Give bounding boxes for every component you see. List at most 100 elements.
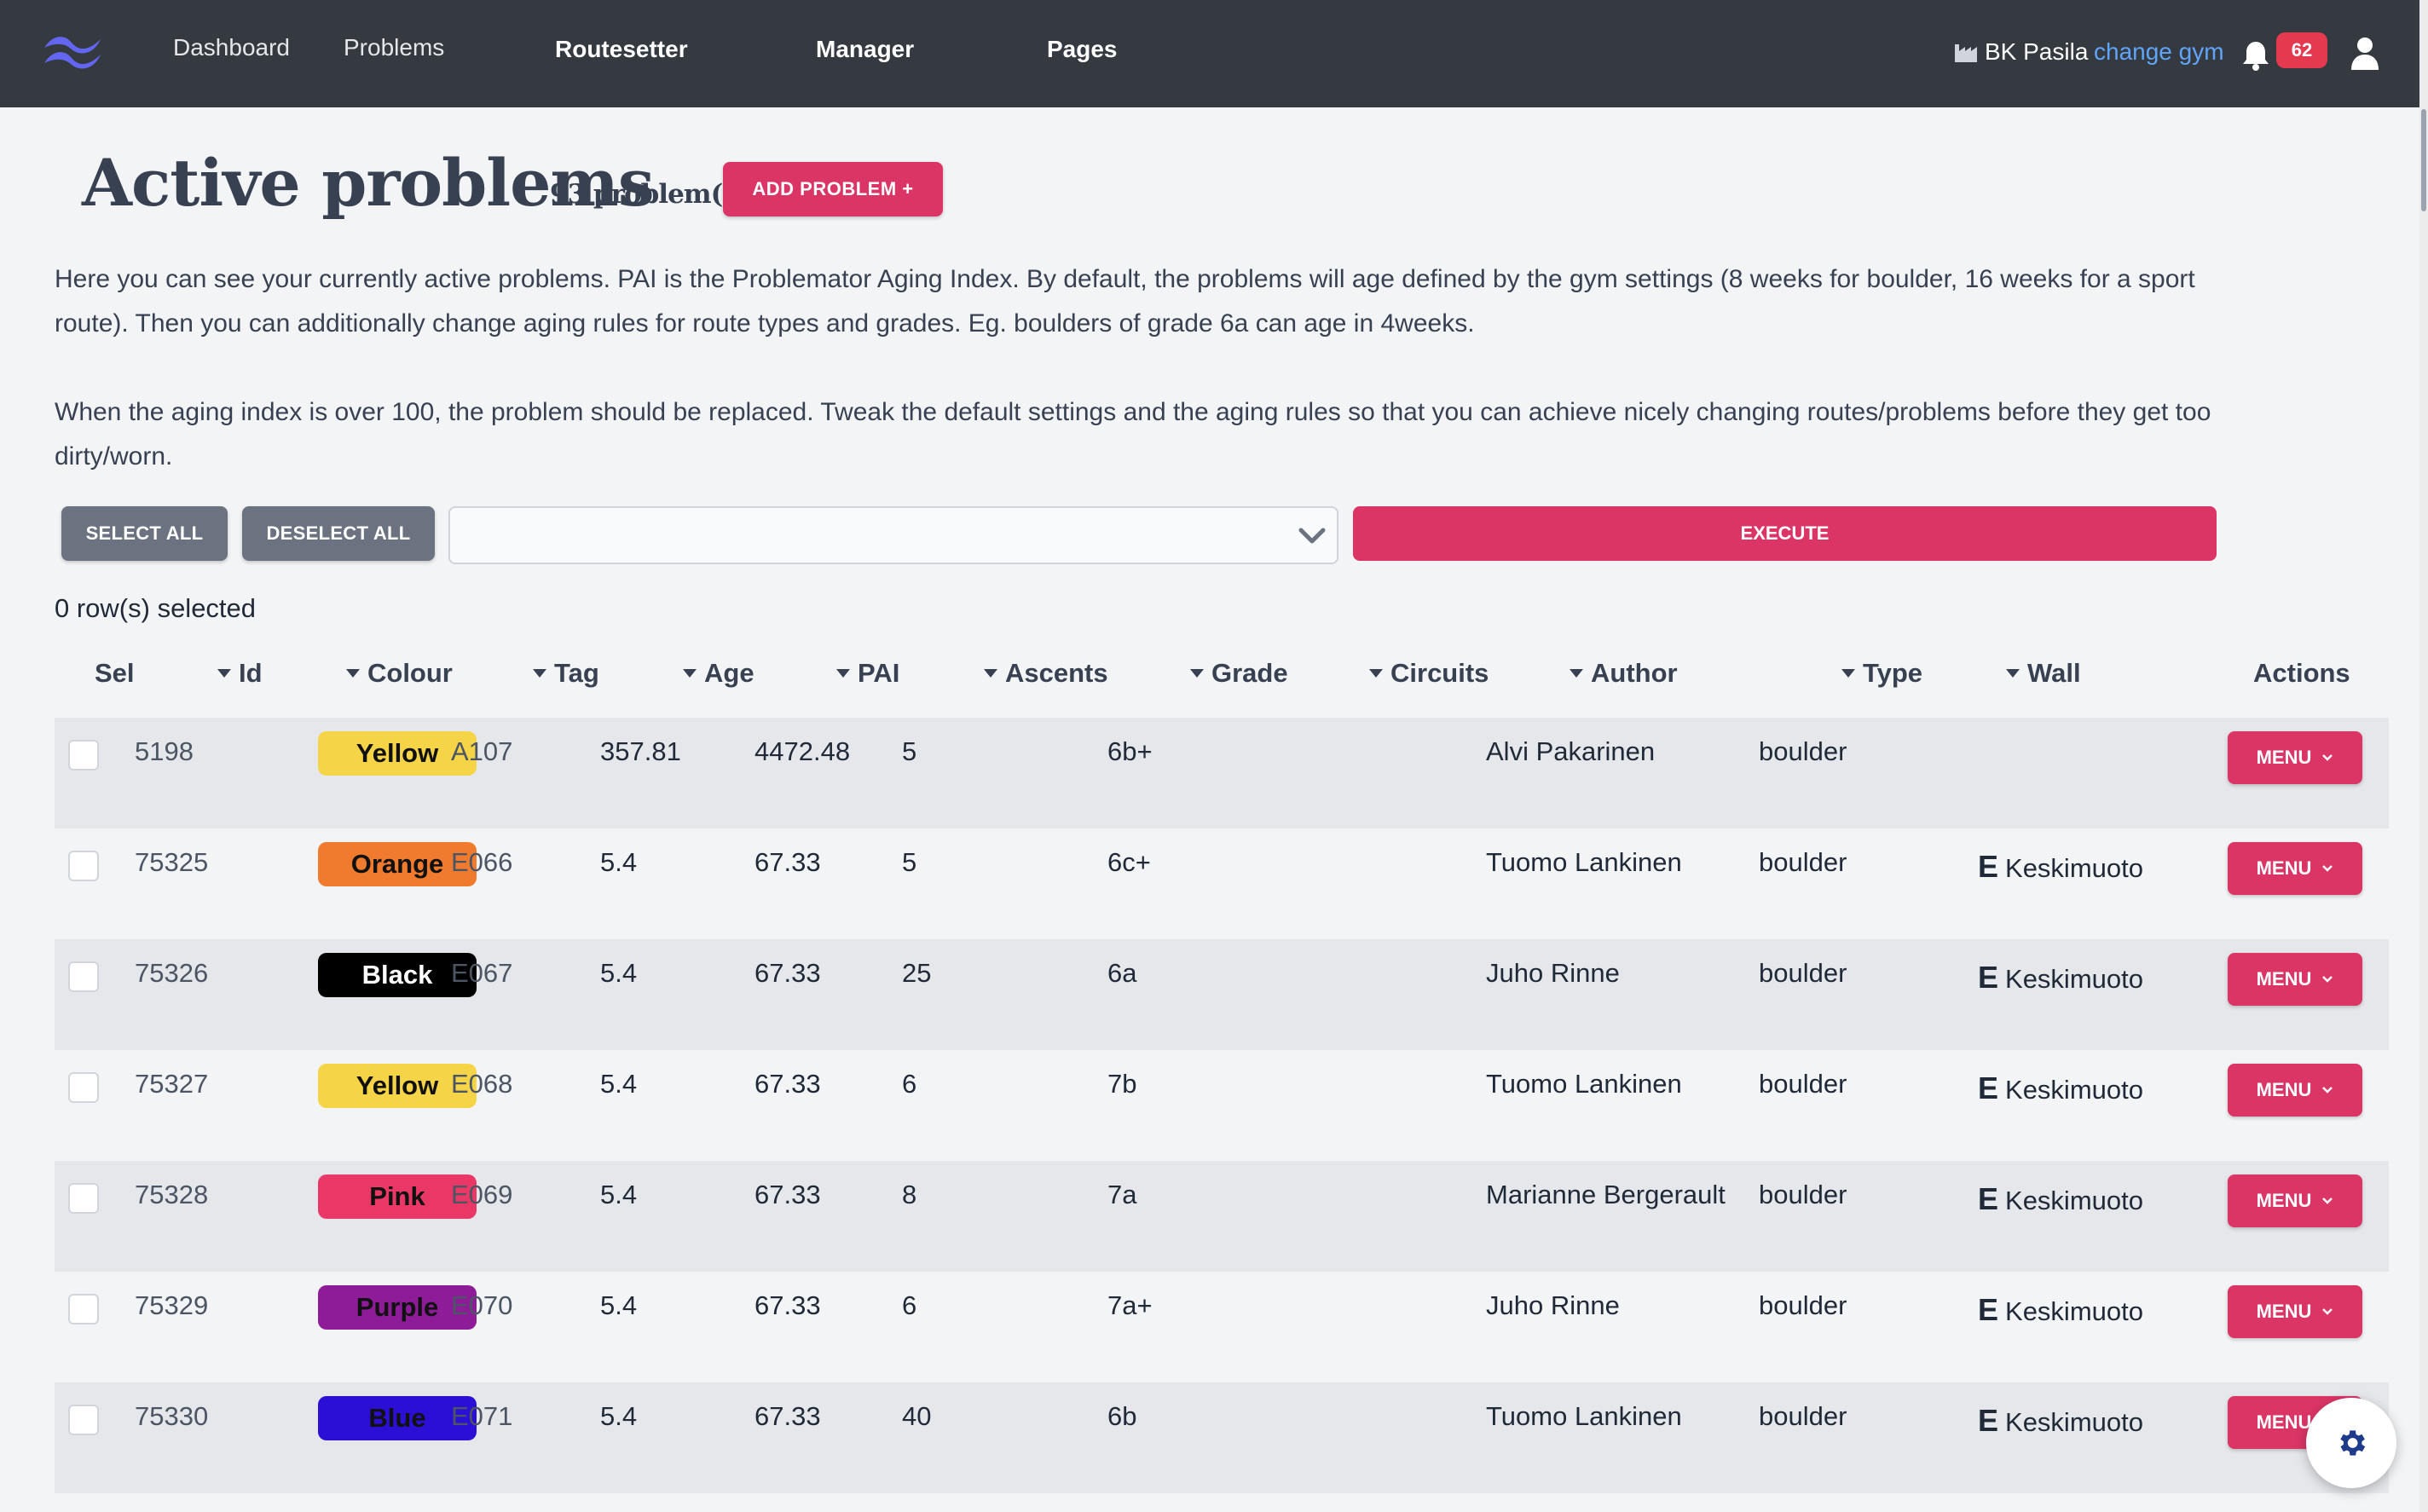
wall-letter: E [1978,1403,1999,1438]
change-gym-link[interactable]: change gym [2094,38,2224,65]
cell-pai: 67.33 [754,847,821,877]
table-row: Blue 75330 E071 5.4 67.33 40 6b Tuomo Lankinen b… [55,1382,2389,1493]
column-header-type[interactable]: Type [1841,658,1922,689]
cell-type: boulder [1759,1180,1847,1209]
table-row: Yellow 75327 E068 5.4 67.33 6 7b Tuomo Lankinen… [55,1050,2389,1161]
cell-age: 5.4 [600,1180,638,1209]
cell-id[interactable]: 75329 [135,1290,209,1320]
cell-ascents: 5 [902,736,917,766]
table-row: Yellow 5198 A107 357.81 4472.48 5 6b+ Alvi Paka… [55,718,2389,828]
cell-author: Juho Rinne [1486,958,1620,988]
cell-tag: E069 [451,1180,513,1209]
cell-pai: 67.33 [754,958,821,988]
chevron-down-icon [2322,976,2333,983]
wall-name: Keskimuoto [2005,964,2143,994]
cell-pai: 67.33 [754,1401,821,1431]
cell-author: Juho Rinne [1486,1290,1620,1320]
add-problem-button[interactable]: ADD PROBLEM + [723,162,943,216]
sort-caret-icon [533,669,546,678]
cell-ascents: 5 [902,847,917,877]
column-header-tag[interactable]: Tag [532,658,599,689]
row-select-checkbox[interactable] [68,1294,99,1324]
cell-pai: 4472.48 [754,736,851,766]
gear-icon [2340,1430,2366,1456]
nav-manager[interactable]: Manager [816,36,915,62]
column-header-id[interactable]: Id [217,658,263,689]
intro-paragraph-2: When the aging index is over 100, the pr… [55,398,2211,470]
user-icon[interactable] [2350,36,2380,70]
colour-badge: Orange [318,842,477,886]
cell-age: 5.4 [600,1290,638,1320]
row-menu-label: MENU [2256,857,2312,879]
scrollbar-thumb[interactable] [2421,109,2426,211]
notification-count-badge[interactable]: 62 [2276,32,2327,68]
column-header-ascents[interactable]: Ascents [983,658,1108,689]
cell-wall [1978,738,1985,774]
cell-type: boulder [1759,847,1847,877]
row-menu-label: MENU [2256,1079,2312,1100]
wall-letter: E [1978,1292,1999,1327]
cell-pai: 67.33 [754,1180,821,1209]
cell-type: boulder [1759,1401,1847,1431]
cell-tag: E067 [451,958,513,988]
vertical-scrollbar[interactable] [2419,0,2428,1512]
row-select-checkbox[interactable] [68,1072,99,1103]
row-menu-button[interactable]: MENU [2228,842,2362,895]
row-menu-button[interactable]: MENU [2228,1064,2362,1117]
row-select-checkbox[interactable] [68,1405,99,1435]
column-header-pai[interactable]: PAI [835,658,899,689]
nav-pages[interactable]: Pages [1047,36,1118,62]
column-header-colour[interactable]: Colour [345,658,453,689]
chevron-down-icon [2322,1308,2333,1315]
execute-button[interactable]: EXECUTE [1353,506,2217,561]
cell-id[interactable]: 75326 [135,958,209,988]
page-title: Active problems [82,145,655,221]
cell-tag: E068 [451,1069,513,1099]
intro-paragraph-1: Here you can see your currently active p… [55,265,2195,338]
chevron-down-icon [2322,865,2333,872]
settings-fab-button[interactable] [2306,1398,2396,1488]
colour-badge: Yellow [318,1064,477,1108]
row-menu-button[interactable]: MENU [2228,1285,2362,1338]
deselect-all-button[interactable]: DESELECT ALL [242,506,435,561]
column-header-author[interactable]: Author [1569,658,1678,689]
cell-id[interactable]: 75328 [135,1180,209,1209]
cell-ascents: 6 [902,1290,917,1320]
cell-ascents: 6 [902,1069,917,1099]
column-header-wall[interactable]: Wall [2005,658,2081,689]
cell-id[interactable]: 75330 [135,1401,209,1431]
nav-dashboard[interactable]: Dashboard [173,34,290,61]
row-menu-button[interactable]: MENU [2228,731,2362,784]
row-menu-button[interactable]: MENU [2228,1174,2362,1227]
colour-badge: Pink [318,1174,477,1219]
cell-tag: E070 [451,1290,513,1320]
cell-id[interactable]: 5198 [135,736,194,766]
row-select-checkbox[interactable] [68,740,99,770]
cell-id[interactable]: 75327 [135,1069,209,1099]
select-all-button[interactable]: SELECT ALL [61,506,228,561]
cell-pai: 67.33 [754,1290,821,1320]
table-row: Purple 75329 E070 5.4 67.33 6 7a+ Juho Rinne bou… [55,1272,2389,1382]
sort-caret-icon [984,669,997,678]
cell-age: 5.4 [600,1069,638,1099]
logo-icon[interactable] [41,31,104,73]
sort-caret-icon [683,669,697,678]
column-header-grade[interactable]: Grade [1189,658,1288,689]
row-select-checkbox[interactable] [68,1183,99,1214]
bell-icon[interactable] [2240,39,2271,72]
bulk-action-select[interactable] [448,506,1338,564]
wall-letter: E [1978,960,1999,995]
row-select-checkbox[interactable] [68,851,99,881]
nav-routesetter[interactable]: Routesetter [555,36,688,62]
cell-grade: 7b [1107,1069,1137,1099]
row-select-checkbox[interactable] [68,961,99,992]
cell-id[interactable]: 75325 [135,847,209,877]
row-menu-label: MENU [2256,747,2312,768]
row-menu-button[interactable]: MENU [2228,953,2362,1006]
column-header-circuits[interactable]: Circuits [1368,658,1489,689]
column-header-age[interactable]: Age [682,658,754,689]
chevron-down-icon [1298,528,1326,544]
nav-problems[interactable]: Problems [344,34,445,61]
wall-name: Keskimuoto [2005,853,2143,883]
top-navbar: Dashboard Problems Routesetter Manager P… [0,0,2419,107]
